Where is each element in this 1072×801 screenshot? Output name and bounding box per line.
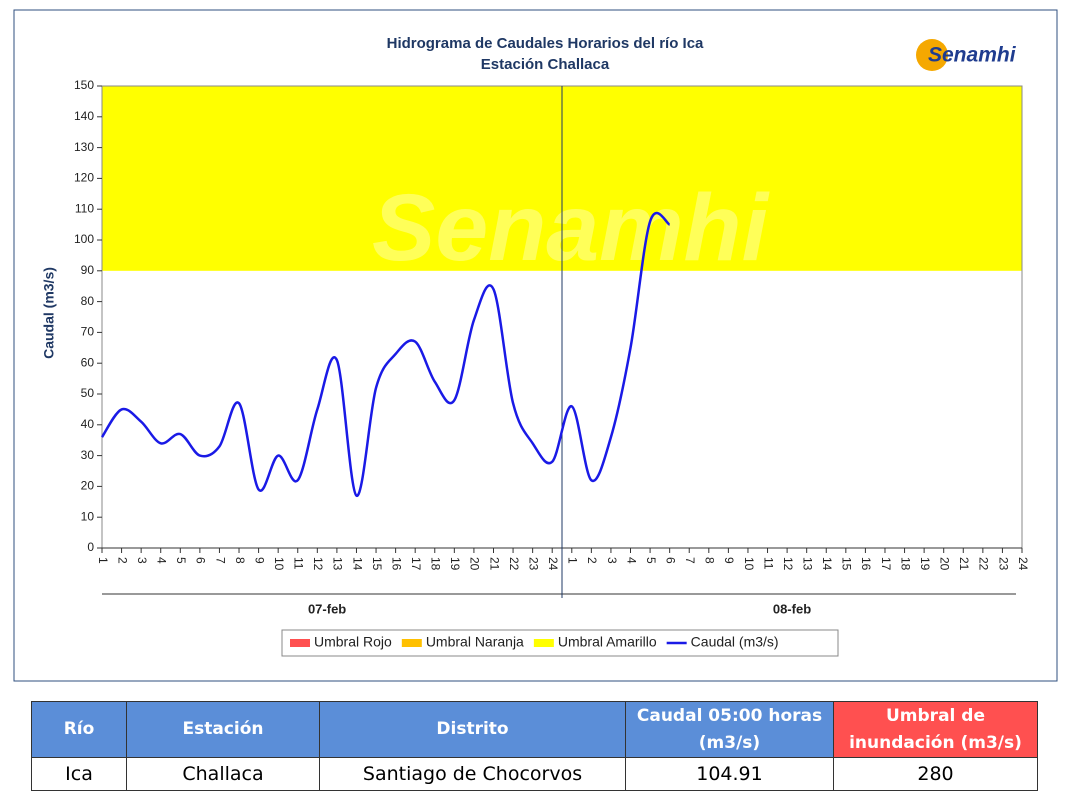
x-tick-label: 14 <box>820 557 834 571</box>
legend-label: Umbral Amarillo <box>558 634 657 650</box>
legend-swatch <box>290 639 310 647</box>
group-label: 07-feb <box>308 601 346 616</box>
y-tick-label: 60 <box>81 355 95 369</box>
logo: Senamhi <box>928 44 1017 67</box>
x-tick-label: 11 <box>292 557 306 570</box>
x-tick-label: 4 <box>624 557 638 564</box>
table-header: Río Estación Distrito Caudal 05:00 horas… <box>31 701 1038 758</box>
y-tick-label: 150 <box>74 78 94 92</box>
data-line <box>100 212 671 497</box>
y-tick-label: 70 <box>81 325 95 339</box>
x-tick-label: 24 <box>546 557 560 571</box>
x-tick-label: 15 <box>370 557 384 571</box>
x-tick-label: 6 <box>663 557 677 564</box>
x-tick-label: 8 <box>703 557 717 564</box>
x-tick-label: 13 <box>331 557 345 571</box>
cell: 280 <box>833 757 1038 791</box>
x-tick-label: 10 <box>272 557 286 571</box>
x-tick-label: 5 <box>174 557 188 564</box>
x-tick-label: 11 <box>761 557 775 570</box>
x-tick-label: 17 <box>879 557 893 571</box>
y-tick-label: 0 <box>87 540 94 554</box>
x-tick-label: 3 <box>135 557 149 564</box>
cell: Challaca <box>126 757 320 791</box>
header-cell: Distrito <box>319 701 626 758</box>
x-tick-label: 22 <box>977 557 991 571</box>
y-tick-label: 20 <box>81 479 95 493</box>
y-tick-label: 80 <box>81 294 95 308</box>
header-cell: Caudal 05:00 horas (m3/s) <box>625 701 834 758</box>
y-tick-label: 100 <box>74 232 94 246</box>
x-tick-label: 15 <box>840 557 854 571</box>
x-tick-label: 4 <box>155 557 169 564</box>
x-tick-label: 19 <box>918 557 932 571</box>
cell: Ica <box>31 757 127 791</box>
x-tick-label: 5 <box>644 557 658 564</box>
x-tick-label: 12 <box>311 557 325 571</box>
header-cell: Estación <box>126 701 320 758</box>
legend-swatch <box>401 639 422 647</box>
table-row: Ica Challaca Santiago de Chocorvos 104.9… <box>31 757 1038 791</box>
x-tick-label: 20 <box>938 557 952 571</box>
y-tick-label: 140 <box>74 109 94 123</box>
x-tick-label: 16 <box>859 557 873 571</box>
x-tick-label: 21 <box>957 557 971 571</box>
y-tick-label: 30 <box>81 448 95 462</box>
y-tick-label: 110 <box>75 201 94 215</box>
y-tick-label: 50 <box>81 386 95 400</box>
chart-title: Hidrograma de Caudales Horarios del río … <box>387 35 704 52</box>
x-tick-label: 8 <box>233 557 247 564</box>
x-tick-label: 9 <box>252 557 266 564</box>
legend-label: Caudal (m3/s) <box>691 634 779 650</box>
x-tick-label: 23 <box>996 557 1010 571</box>
cell: 104.91 <box>625 757 834 791</box>
x-tick-label: 18 <box>898 557 912 571</box>
x-tick-label: 21 <box>487 557 501 571</box>
x-tick-label: 1 <box>566 557 580 564</box>
chart-subtitle: Estación Challaca <box>481 56 610 73</box>
group-label: 08-feb <box>773 601 811 616</box>
y-tick-label: 90 <box>81 263 95 277</box>
x-tick-label: 14 <box>350 557 364 571</box>
logo-sun <box>916 39 948 71</box>
legend-label: Umbral Rojo <box>314 634 392 650</box>
header-cell: Umbral de inundación (m3/s) <box>833 701 1038 758</box>
x-tick-label: 16 <box>389 557 403 571</box>
x-tick-label: 23 <box>526 557 540 571</box>
x-tick-label: 22 <box>507 557 521 571</box>
y-axis-label: Caudal (m3/s) <box>41 267 57 359</box>
legend-swatch <box>533 639 554 647</box>
cell: Santiago de Chocorvos <box>319 757 626 791</box>
legend-label: Umbral Naranja <box>426 634 524 650</box>
summary-table: Río Estación Distrito Caudal 05:00 horas… <box>31 701 1038 791</box>
x-tick-label: 6 <box>194 557 208 564</box>
x-tick-label: 2 <box>115 557 129 564</box>
x-tick-label: 20 <box>468 557 482 571</box>
y-tick-label: 120 <box>74 171 94 185</box>
legend-box <box>281 629 839 657</box>
x-tick-label: 17 <box>409 557 423 571</box>
x-tick-label: 19 <box>448 557 462 571</box>
y-tick-label: 130 <box>74 140 94 154</box>
x-tick-label: 9 <box>722 557 736 564</box>
x-tick-label: 24 <box>1016 557 1030 571</box>
watermark: Senamhi <box>372 175 771 281</box>
y-tick-label: 40 <box>81 417 95 431</box>
header-cell: Río <box>31 701 127 758</box>
x-tick-label: 7 <box>213 557 227 564</box>
x-tick-label: 7 <box>683 557 697 564</box>
x-tick-label: 1 <box>96 557 110 564</box>
chart: Hidrograma de Caudales Horarios del río … <box>13 9 1058 682</box>
x-tick-label: 12 <box>781 557 795 571</box>
x-tick-label: 10 <box>742 557 756 571</box>
x-tick-label: 3 <box>605 557 619 564</box>
x-tick-label: 18 <box>429 557 443 571</box>
y-tick-label: 10 <box>81 509 95 523</box>
x-tick-label: 2 <box>585 557 599 564</box>
x-tick-label: 13 <box>801 557 815 571</box>
